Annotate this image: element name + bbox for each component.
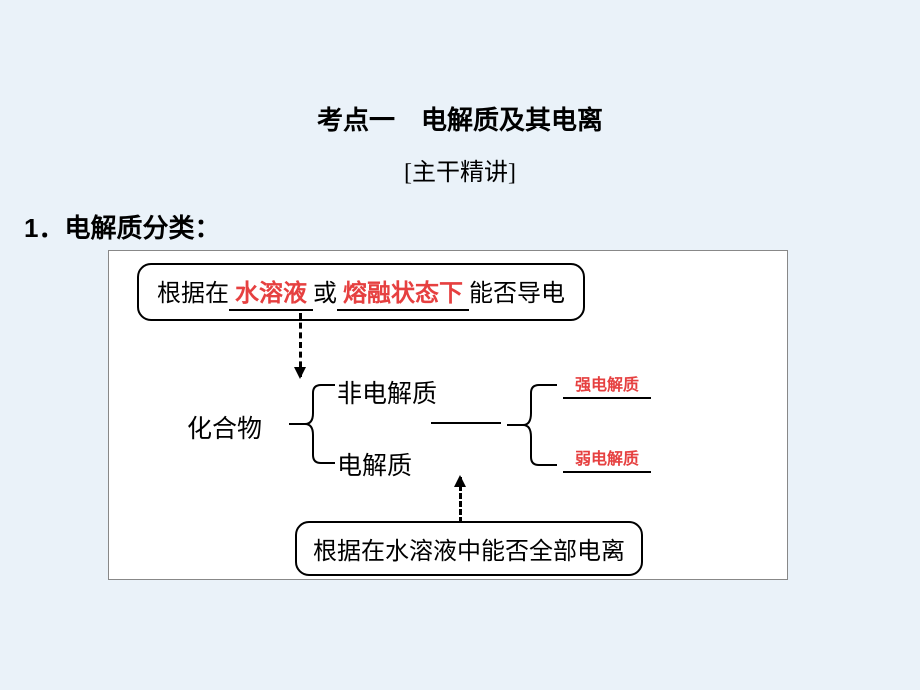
connector-line-icon	[431, 422, 501, 424]
diagram: 根据在水溶液或熔融状态下能否导电 化合物 非电解质 电解质 强电解质 弱电解质 …	[108, 250, 788, 580]
strong-electrolyte-blank: 强电解质	[563, 371, 651, 399]
section-heading: 1．电解质分类：	[24, 208, 220, 245]
fill-aqueous: 水溶液	[235, 280, 307, 307]
electrolyte-label: 电解质	[337, 446, 412, 482]
non-electrolyte-label: 非电解质	[337, 374, 437, 410]
weak-electrolyte-blank: 弱电解质	[563, 445, 651, 473]
top-box-suffix: 能否导电	[469, 281, 565, 307]
page-subtitle: [主干精讲]	[0, 152, 920, 187]
top-box-blank1: 水溶液	[229, 273, 313, 311]
bracket-right-icon	[507, 379, 557, 471]
top-criterion-box: 根据在水溶液或熔融状态下能否导电	[137, 263, 585, 321]
bracket-left-icon	[289, 379, 335, 469]
bottom-criterion-box: 根据在水溶液中能否全部电离	[295, 521, 643, 576]
fill-strong-electrolyte: 强电解质	[575, 377, 639, 394]
fill-molten: 熔融状态下	[343, 280, 463, 307]
top-box-prefix: 根据在	[157, 281, 229, 307]
compound-label: 化合物	[187, 409, 262, 445]
arrow-up-icon	[459, 477, 461, 523]
top-box-blank2: 熔融状态下	[337, 273, 469, 311]
section-number: 1．	[24, 213, 64, 243]
top-box-mid: 或	[313, 281, 337, 307]
section-text: 电解质分类：	[64, 213, 220, 243]
fill-weak-electrolyte: 弱电解质	[575, 451, 639, 468]
arrow-down-icon	[299, 313, 301, 377]
page-title: 考点一 电解质及其电离	[0, 100, 920, 137]
